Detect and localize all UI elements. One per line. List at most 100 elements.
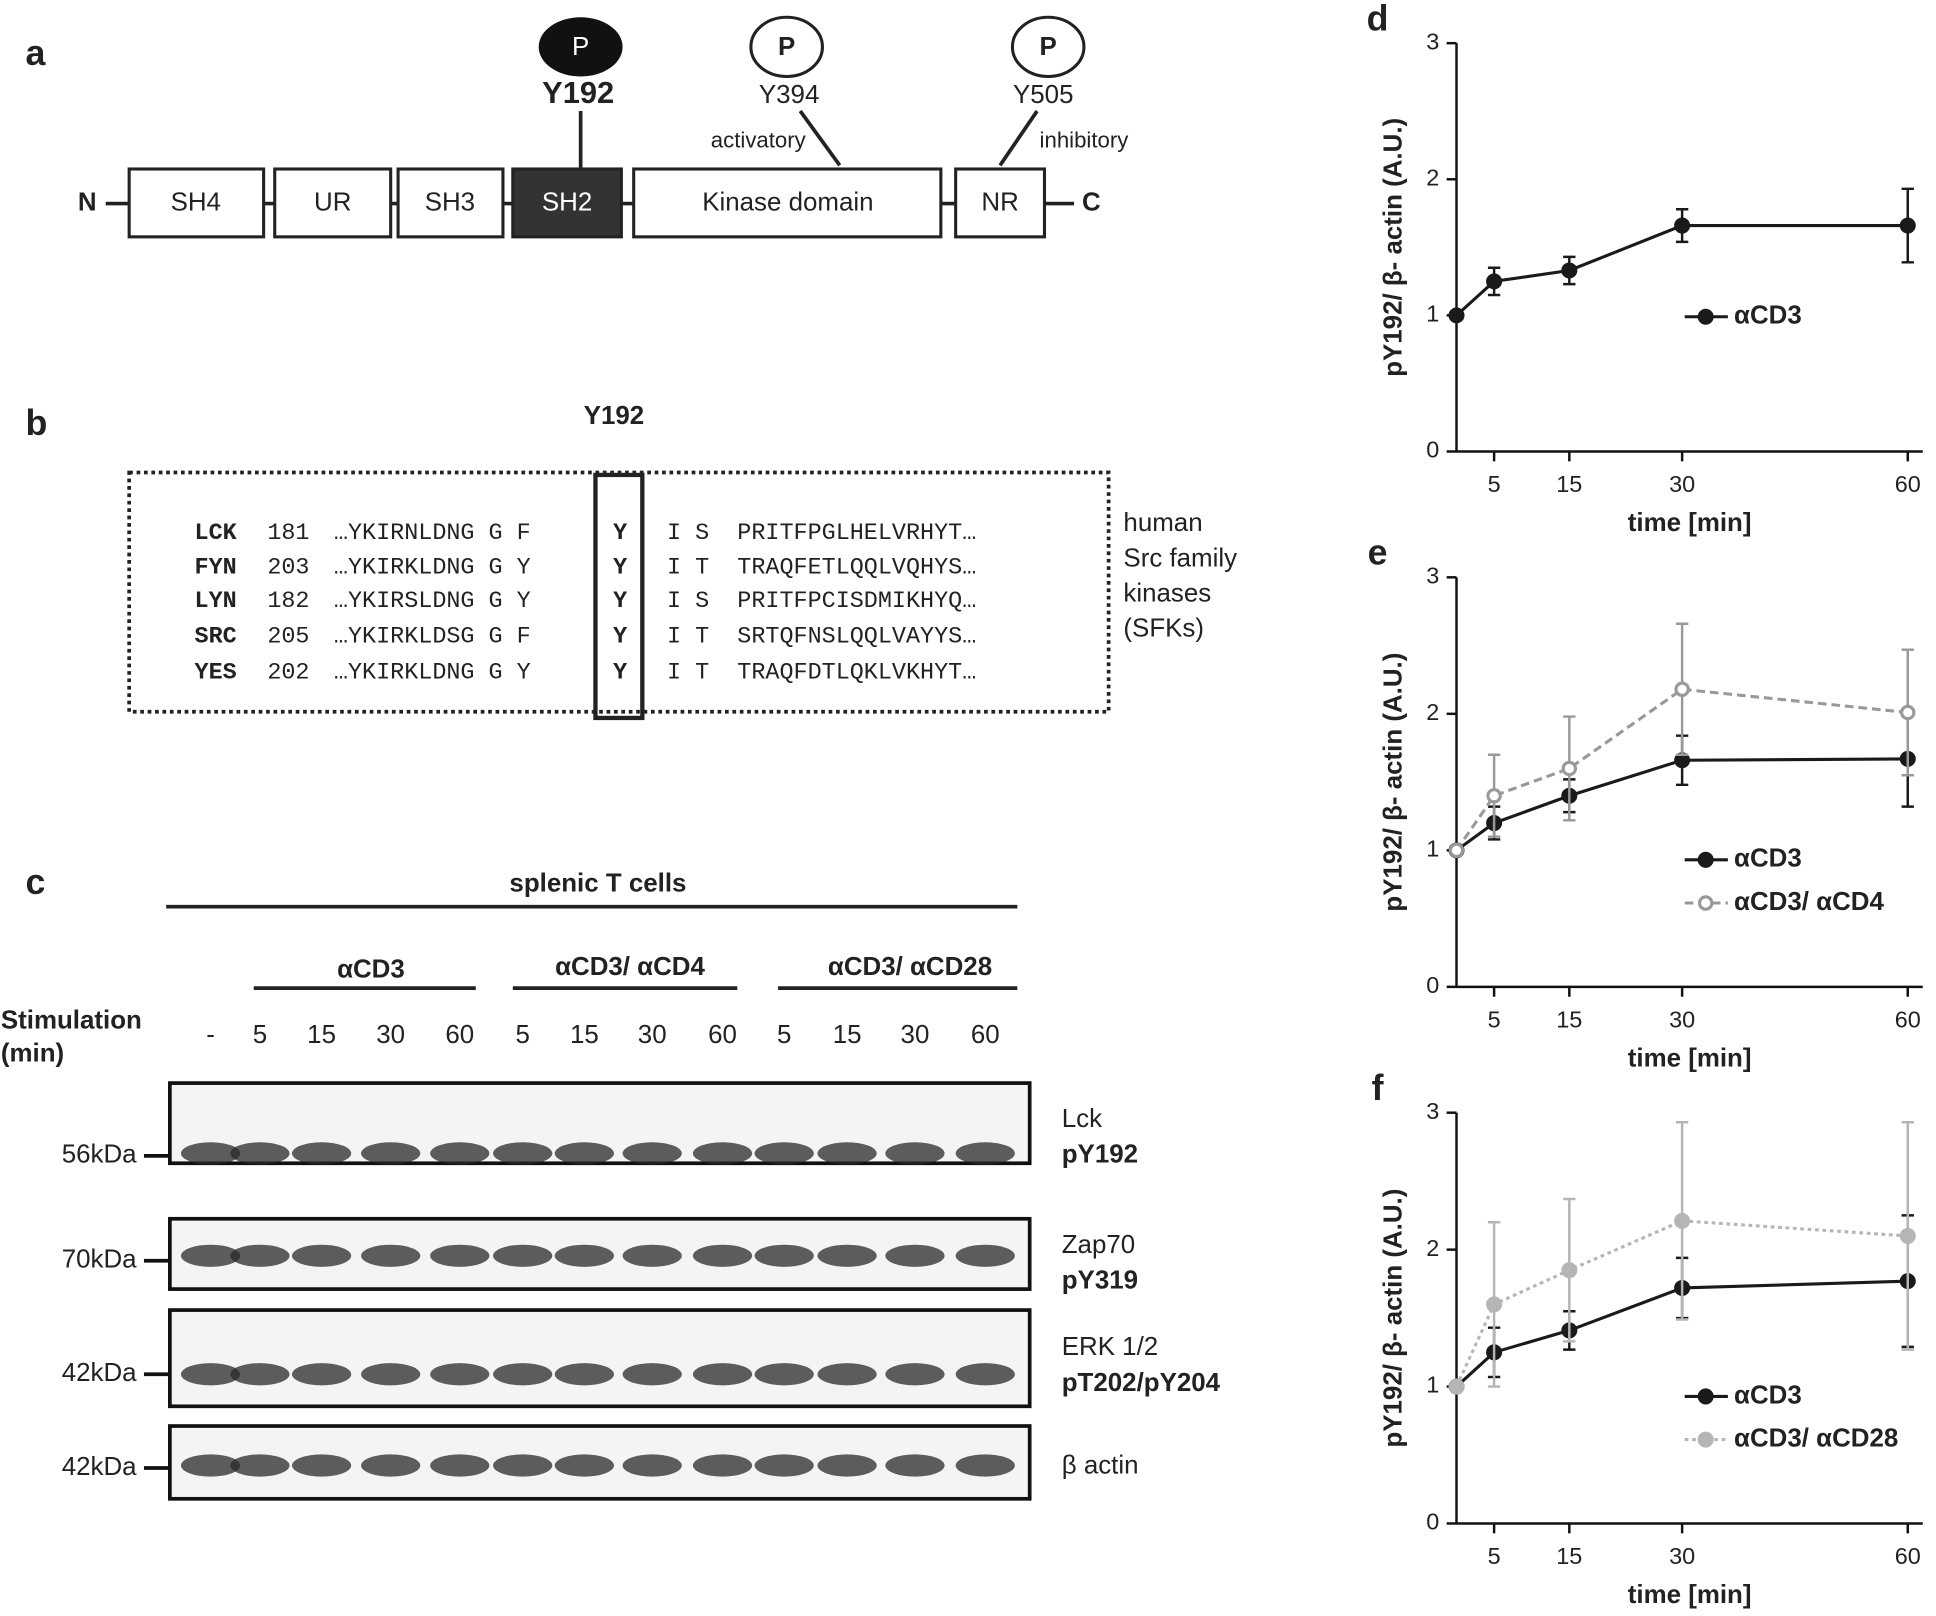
sequence-tail: TRAQFETLQQLVQHYS…: [737, 555, 976, 582]
blot-site: pT202/pY204: [1062, 1369, 1221, 1397]
western-blot: - 5 15 30 60 5 15 30 60 5 15 30 60 56kDa Lck pY192 70kDa…: [62, 1021, 1221, 1501]
lane-time: 30: [638, 1021, 667, 1049]
blot-title: splenic T cells: [509, 869, 686, 897]
panel-label: b: [26, 403, 48, 443]
blot-band: [361, 1363, 421, 1386]
blot-band: [291, 1142, 352, 1165]
stimulation-unit: (min): [1, 1040, 64, 1068]
blot-band: [885, 1363, 945, 1386]
sequence-left: …YKIRKLDNG G Y: [334, 659, 531, 686]
x-tick-label: 15: [1556, 1007, 1582, 1033]
site-residue: Y: [613, 659, 628, 686]
sequence-tail: TRAQFDTLQKLVKHYT…: [737, 659, 976, 686]
sequence-left: …YKIRKLDNG G Y: [334, 555, 531, 582]
x-axis-label: time [min]: [1628, 509, 1752, 537]
blot-band: [554, 1363, 614, 1386]
marker: [1561, 760, 1578, 777]
molecular-weight: 70kDa: [62, 1246, 137, 1274]
site-residue: Y: [613, 588, 628, 615]
phospho-mark: P: [572, 33, 589, 61]
lane-time: 30: [376, 1021, 405, 1049]
marker: [1899, 1227, 1916, 1244]
residue-start: 182: [267, 588, 309, 615]
blot-target: Lck: [1062, 1105, 1102, 1133]
blot-band: [430, 1244, 490, 1267]
x-tick-label: 60: [1895, 471, 1921, 497]
blot-band: [554, 1244, 614, 1267]
series-line: [1455, 687, 1908, 852]
note-line: human: [1123, 509, 1202, 537]
blot-band: [291, 1363, 352, 1386]
blot-band: [885, 1142, 945, 1165]
blot-target: β actin: [1062, 1452, 1139, 1480]
panel-label: c: [26, 862, 46, 902]
legend-marker: [1697, 895, 1714, 911]
kinase-name: SRC: [195, 624, 237, 651]
blot-band: [692, 1454, 753, 1477]
legend-label: αCD3/ αCD28: [1734, 1424, 1898, 1452]
domain: SH4: [171, 188, 221, 216]
blot-band: [692, 1142, 753, 1165]
blot-band: [885, 1454, 945, 1477]
sequence-tail: SRTQFNSLQQLVAYYS…: [737, 624, 976, 651]
domain-box: [273, 167, 393, 239]
domain-box: [511, 167, 623, 239]
group-label: αCD3/ αCD4: [555, 953, 705, 981]
blot-band: [180, 1363, 241, 1386]
blot-band: [622, 1454, 682, 1477]
sequence-left: …YKIRSLDNG G Y: [334, 588, 531, 615]
blot-band: [754, 1142, 814, 1165]
residue-start: 202: [267, 659, 309, 686]
blot-band: [692, 1244, 753, 1267]
legend-marker: [1697, 308, 1714, 325]
blot-band: [291, 1454, 352, 1477]
domain: SH3: [425, 188, 475, 216]
x-tick-label: 5: [1488, 471, 1501, 497]
sequence-tail: PRITFPGLHELVRHYT…: [737, 520, 976, 547]
panel-label: e: [1368, 533, 1388, 573]
legend-marker: [1697, 1388, 1714, 1405]
marker: [1674, 1212, 1691, 1229]
blot-band: [817, 1142, 877, 1165]
blot-band: [180, 1244, 241, 1267]
site-effect: activatory: [711, 128, 807, 153]
lane-time: 60: [971, 1021, 1000, 1049]
blot-band: [955, 1363, 1015, 1386]
domain-box: [127, 167, 266, 239]
site-residue: Y394: [759, 81, 819, 109]
n-terminus: N: [78, 188, 97, 216]
blot-band: [493, 1363, 553, 1386]
blot-band: [430, 1142, 490, 1165]
marker: [1674, 681, 1690, 697]
sequence-right: I T: [667, 555, 709, 582]
lane-time: 5: [515, 1021, 529, 1049]
site-residue: Y192: [542, 75, 614, 110]
blot-band: [493, 1454, 553, 1477]
domain: Kinase domain: [702, 188, 873, 216]
y-axis-label: pY192/ β- actin (A.U.): [1380, 653, 1408, 912]
blot-band: [230, 1454, 290, 1477]
lane-time: 5: [253, 1021, 267, 1049]
legend-label: αCD3: [1734, 845, 1802, 873]
blot-target: Zap70: [1062, 1231, 1135, 1259]
site-connector: [998, 109, 1039, 167]
blot-site: pY192: [1062, 1141, 1138, 1169]
site-residue: Y505: [1013, 81, 1073, 109]
domain: NR: [981, 188, 1018, 216]
panel-label: f: [1372, 1068, 1384, 1108]
x-axis-label: time [min]: [1628, 1044, 1752, 1072]
blot-band: [754, 1244, 814, 1267]
lane-time: 30: [901, 1021, 930, 1049]
y-tick-label: 2: [1426, 1235, 1439, 1261]
blot-band: [230, 1142, 290, 1165]
site-residue: Y: [613, 520, 628, 547]
site-residue: Y: [613, 555, 628, 582]
y-tick-label: 1: [1426, 1372, 1439, 1398]
stimulation-label: Stimulation: [1, 1006, 142, 1034]
y-tick-label: 1: [1426, 301, 1439, 327]
blot-band: [361, 1454, 421, 1477]
alignment-title: Y192: [584, 402, 644, 430]
residue-start: 181: [267, 520, 309, 547]
